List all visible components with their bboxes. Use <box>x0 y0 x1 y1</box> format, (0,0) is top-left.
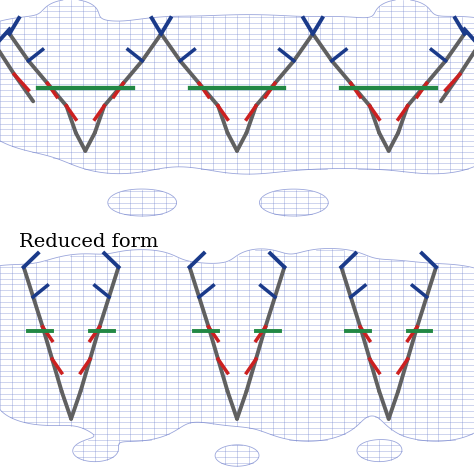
Text: Reduced form: Reduced form <box>19 233 158 251</box>
